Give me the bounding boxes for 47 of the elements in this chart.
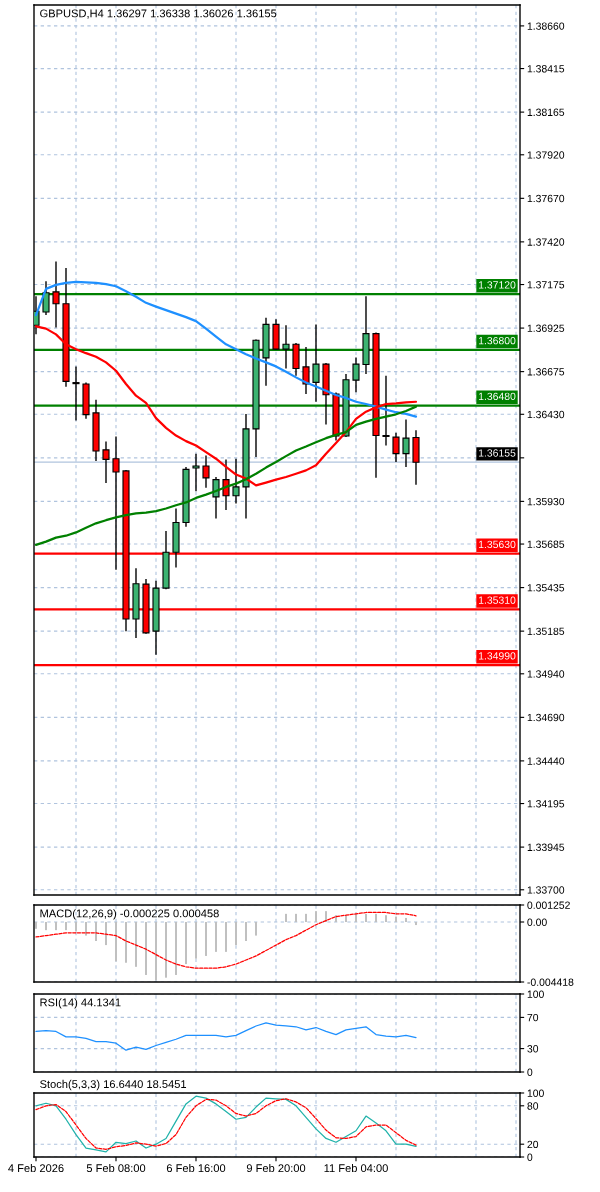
y-tick-label: 0 xyxy=(527,1068,533,1076)
y-tick-label: 1.35930 xyxy=(527,497,565,506)
y-tick-label: 1.37175 xyxy=(527,281,565,289)
y-tick-label: 1.36430 xyxy=(527,410,565,419)
chart-title: GBPUSD,H4 1.36297 1.36338 1.36026 1.36155 xyxy=(40,9,277,19)
y-tick-label: 1.38415 xyxy=(527,65,565,73)
x-tick-label: 4 Feb 2026 xyxy=(8,1163,64,1173)
y-tick-label: 100 xyxy=(527,1089,544,1097)
y-tick-label: 1.34940 xyxy=(527,670,565,678)
y-tick-label: 1.34195 xyxy=(527,800,565,808)
x-tick-label: 5 Feb 08:00 xyxy=(86,1163,146,1173)
chart-title: RSI(14) 44.1341 xyxy=(40,998,121,1009)
chart-title: MACD(12,26,9) -0.000225 0.000458 xyxy=(40,909,219,920)
y-tick-label: 80 xyxy=(527,1102,539,1110)
y-tick-label: 1.38165 xyxy=(527,108,565,116)
y-tick-label: 0.001252 xyxy=(527,901,570,909)
y-tick-label: 0 xyxy=(527,1153,533,1161)
ref-line-label: 1.34990 xyxy=(478,652,516,660)
y-tick-label: 1.35685 xyxy=(527,540,565,548)
x-tick-label: 11 Feb 04:00 xyxy=(324,1163,388,1173)
ref-line-label: 1.36480 xyxy=(478,392,516,401)
chart-title: Stoch(5,3,3) 16.6440 18.5451 xyxy=(40,1079,187,1091)
x-tick-label: 6 Feb 16:00 xyxy=(166,1163,226,1173)
y-tick-label: 70 xyxy=(527,1013,539,1022)
y-tick-label: -0.004418 xyxy=(527,978,574,986)
y-tick-label: 1.34440 xyxy=(527,757,565,765)
y-tick-label: 1.33945 xyxy=(527,843,565,851)
y-tick-label: 100 xyxy=(527,990,544,998)
y-tick-label: 30 xyxy=(527,1045,539,1053)
y-tick-label: 1.36675 xyxy=(527,368,565,376)
y-tick-label: 1.35185 xyxy=(527,627,565,636)
ref-line-label: 1.37120 xyxy=(478,281,516,289)
x-tick-label: 9 Feb 20:00 xyxy=(246,1163,306,1173)
y-tick-label: 20 xyxy=(527,1140,539,1149)
y-tick-label: 1.33700 xyxy=(527,886,565,894)
y-tick-label: 1.37420 xyxy=(527,238,565,246)
ref-line-label: 1.35630 xyxy=(478,540,516,549)
y-tick-label: 1.36925 xyxy=(527,324,565,332)
y-tick-label: 1.35435 xyxy=(527,584,565,592)
ref-line-label: 1.36800 xyxy=(478,336,516,345)
y-tick-label: 1.38660 xyxy=(527,22,565,30)
ref-line-label: 1.36155 xyxy=(478,449,516,457)
y-tick-label: 1.34690 xyxy=(527,713,565,722)
ref-line-label: 1.35310 xyxy=(478,596,516,604)
y-tick-label: 0.00 xyxy=(527,918,547,926)
y-tick-label: 1.37670 xyxy=(527,194,565,203)
y-tick-label: 1.37920 xyxy=(527,151,565,159)
